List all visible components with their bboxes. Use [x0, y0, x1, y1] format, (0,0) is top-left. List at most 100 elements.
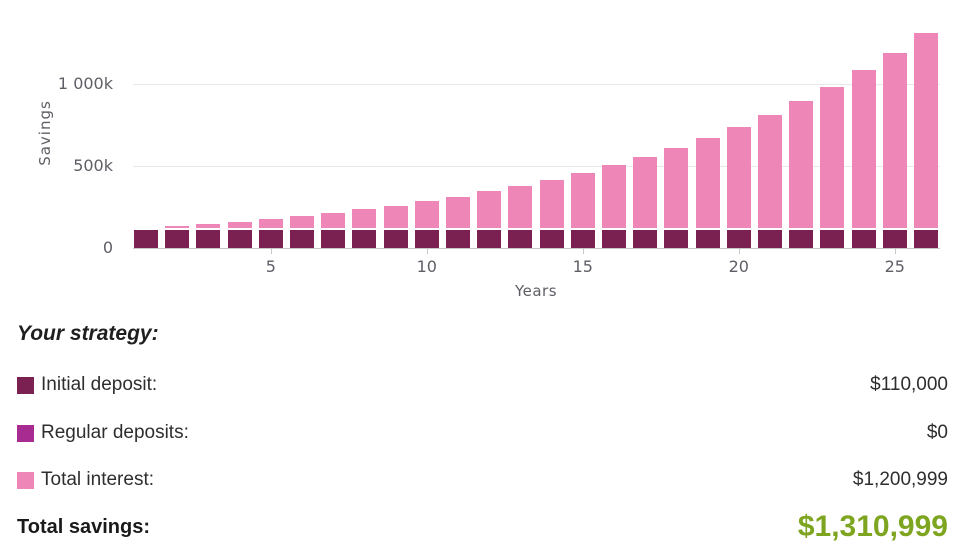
bar-segment-initial-deposit	[633, 230, 658, 248]
y-tick-label: 1 000k	[57, 74, 113, 93]
bar-segment-total-interest	[882, 52, 907, 230]
bar-year-13[interactable]	[508, 185, 533, 248]
bar-segment-total-interest	[726, 126, 751, 230]
bar-year-15[interactable]	[570, 172, 595, 248]
bar-year-8[interactable]	[352, 209, 377, 248]
legend-label: Initial deposit:	[41, 374, 158, 395]
bar-segment-total-interest	[570, 172, 595, 230]
bar-segment-initial-deposit	[726, 230, 751, 248]
bar-segment-initial-deposit	[352, 230, 377, 248]
bar-year-22[interactable]	[789, 101, 814, 248]
strategy-heading: Your strategy:	[17, 322, 159, 345]
legend-value: $0	[926, 422, 948, 443]
bar-segment-total-interest	[196, 224, 221, 230]
bar-segment-total-interest	[539, 179, 564, 230]
bar-segment-total-interest	[352, 209, 377, 230]
bar-segment-total-interest	[851, 70, 876, 230]
bar-segment-total-interest	[414, 201, 439, 230]
bar-segment-total-interest	[446, 196, 470, 230]
bar-segment-total-interest	[758, 114, 782, 230]
bar-segment-total-interest	[820, 86, 845, 230]
bar-segment-initial-deposit	[477, 230, 502, 248]
bar-year-18[interactable]	[664, 147, 689, 248]
y-gridline	[133, 166, 940, 167]
x-tick-mark	[426, 249, 428, 254]
bar-segment-total-interest	[789, 101, 814, 230]
y-axis-title: Savings	[36, 100, 54, 166]
bar-segment-initial-deposit	[539, 230, 564, 248]
bar-year-7[interactable]	[321, 212, 346, 248]
bar-year-24[interactable]	[851, 70, 876, 248]
bar-year-5[interactable]	[258, 219, 283, 248]
legend-swatch	[17, 471, 34, 489]
bar-year-1[interactable]	[134, 228, 158, 248]
bar-segment-initial-deposit	[758, 230, 782, 248]
x-tick-label: 25	[884, 257, 905, 276]
legend-swatch	[17, 424, 34, 442]
bar-segment-total-interest	[258, 219, 283, 230]
legend-value: $1,200,999	[852, 469, 948, 490]
bar-year-25[interactable]	[882, 52, 907, 248]
x-tick-label: 5	[265, 257, 276, 276]
x-tick-label: 20	[728, 257, 749, 276]
bar-segment-initial-deposit	[695, 230, 720, 248]
bar-segment-total-interest	[695, 137, 720, 230]
bar-segment-total-interest	[508, 185, 533, 230]
bar-segment-total-interest	[227, 221, 252, 230]
legend-swatch	[17, 376, 34, 394]
legend-row-regular-deposits: Regular deposits: $0	[17, 422, 948, 443]
bar-segment-initial-deposit	[134, 230, 158, 248]
x-tick-label: 15	[572, 257, 593, 276]
bar-segment-initial-deposit	[851, 230, 876, 248]
bar-segment-initial-deposit	[321, 230, 346, 248]
bar-year-16[interactable]	[602, 165, 626, 248]
y-gridline	[133, 84, 940, 85]
bar-segment-initial-deposit	[508, 230, 533, 248]
bar-year-3[interactable]	[196, 224, 221, 248]
x-axis-title: Years	[514, 282, 558, 300]
bar-segment-total-interest	[633, 156, 658, 230]
bar-segment-initial-deposit	[914, 230, 938, 248]
bar-segment-total-interest	[477, 191, 502, 230]
bar-year-26[interactable]	[914, 33, 938, 248]
bar-year-4[interactable]	[227, 221, 252, 248]
bar-segment-initial-deposit	[789, 230, 814, 248]
bar-segment-initial-deposit	[602, 230, 626, 248]
bar-year-2[interactable]	[165, 226, 190, 248]
bar-segment-initial-deposit	[290, 230, 314, 248]
x-axis-line	[133, 248, 940, 249]
x-tick-label: 10	[416, 257, 437, 276]
legend-row-initial-deposit: Initial deposit: $110,000	[17, 374, 948, 395]
bar-year-17[interactable]	[633, 156, 658, 248]
x-tick-mark	[894, 249, 896, 254]
bar-year-10[interactable]	[414, 201, 439, 248]
bar-segment-total-interest	[290, 216, 314, 230]
bar-segment-total-interest	[165, 226, 190, 230]
bar-segment-total-interest	[321, 212, 346, 230]
bar-year-11[interactable]	[446, 196, 470, 248]
bar-year-20[interactable]	[726, 126, 751, 248]
bar-segment-initial-deposit	[820, 230, 845, 248]
total-savings-row: Total savings: $1,310,999	[17, 505, 948, 549]
bar-segment-initial-deposit	[258, 230, 283, 248]
total-savings-label: Total savings:	[17, 515, 150, 538]
bar-segment-total-interest	[914, 33, 938, 230]
total-savings-value: $1,310,999	[797, 510, 948, 543]
bar-year-6[interactable]	[290, 216, 314, 248]
bar-segment-initial-deposit	[446, 230, 470, 248]
legend-value: $110,000	[870, 374, 948, 395]
y-tick-label: 500k	[73, 156, 113, 175]
bar-year-9[interactable]	[383, 205, 408, 248]
bar-year-21[interactable]	[758, 114, 782, 248]
bar-segment-total-interest	[602, 165, 626, 230]
bar-segment-initial-deposit	[882, 230, 907, 248]
bar-segment-initial-deposit	[414, 230, 439, 248]
bar-year-14[interactable]	[539, 179, 564, 248]
bar-year-19[interactable]	[695, 137, 720, 248]
bar-segment-initial-deposit	[196, 230, 221, 248]
bar-segment-initial-deposit	[227, 230, 252, 248]
bar-year-12[interactable]	[477, 191, 502, 248]
bar-year-23[interactable]	[820, 86, 845, 248]
legend-label: Total interest:	[41, 469, 154, 490]
